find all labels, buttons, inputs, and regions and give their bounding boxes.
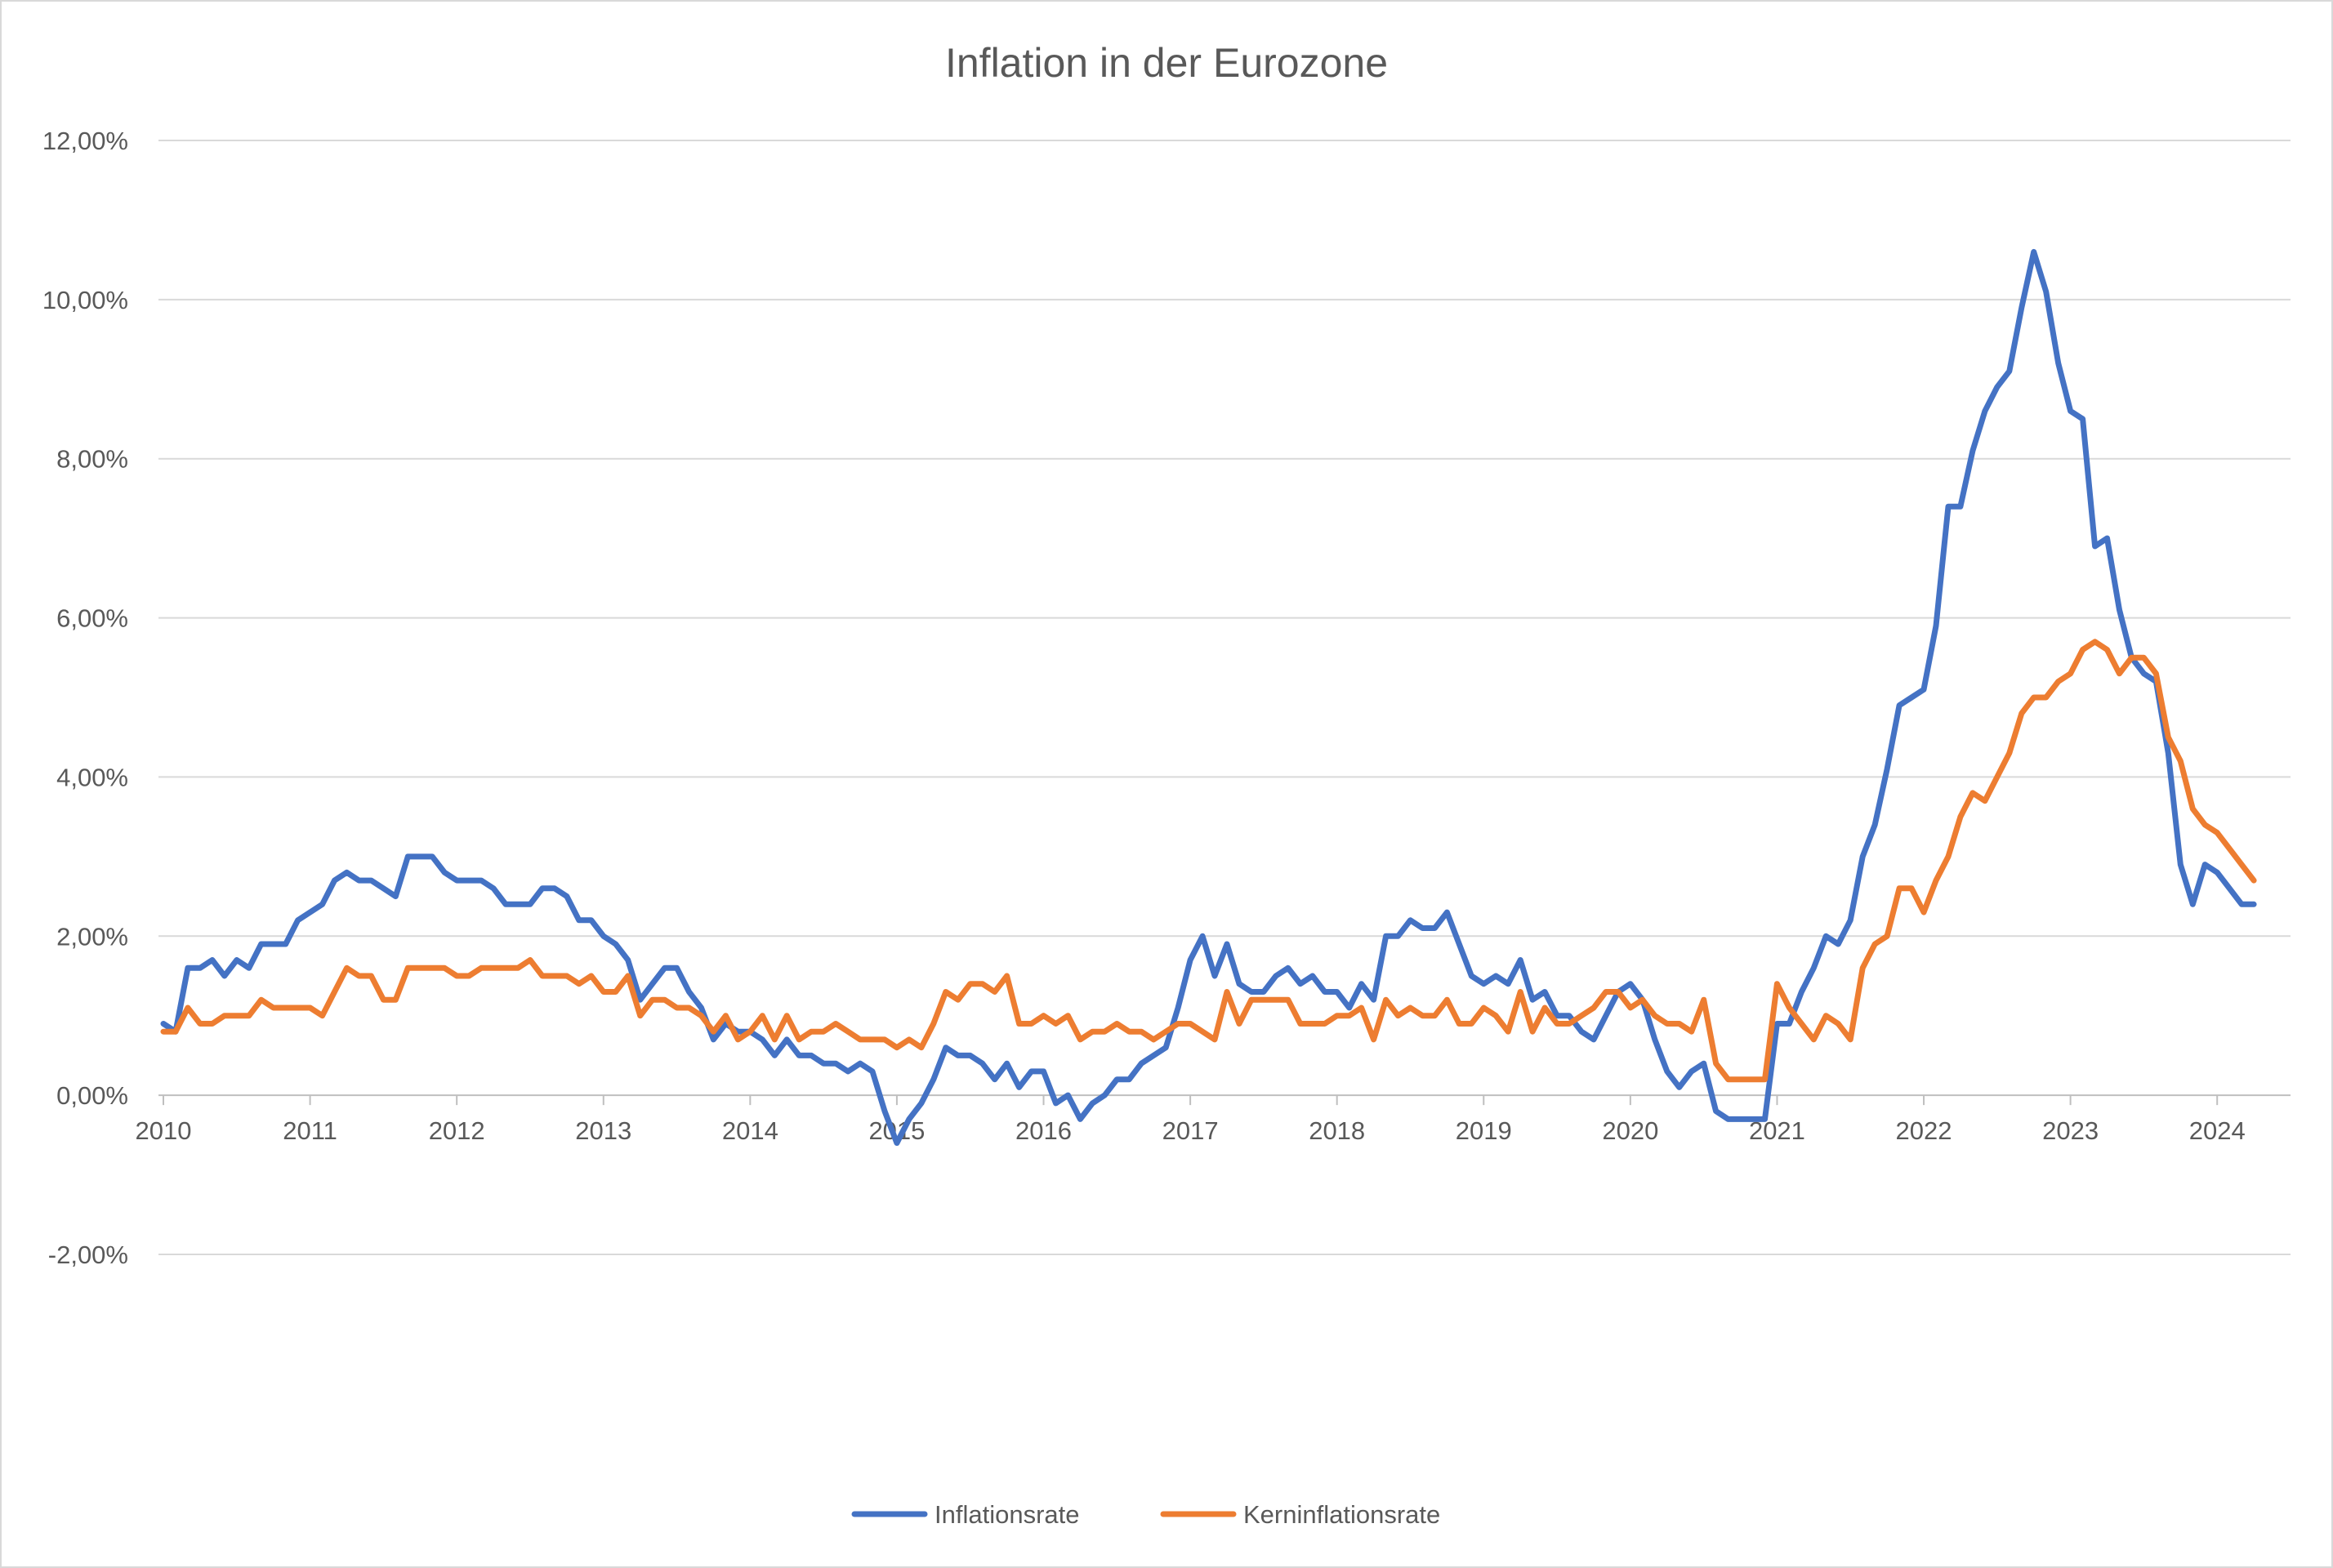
series-line-inflationsrate <box>160 248 2257 1147</box>
y-tick-label: 4,00% <box>56 763 128 791</box>
y-tick-label: 0,00% <box>56 1081 128 1110</box>
y-tick-label: 2,00% <box>56 922 128 951</box>
x-tick-label: 2017 <box>1162 1116 1219 1145</box>
x-tick-label: 2019 <box>1456 1116 1512 1145</box>
x-tick-label: 2023 <box>2042 1116 2099 1145</box>
y-tick-label: 6,00% <box>56 604 128 633</box>
y-axis-tick-labels: -2,00% 0,00% 2,00% 4,00% 6,00% 8,00% 10,00% 12,… <box>42 127 128 1269</box>
y-tick-label: 8,00% <box>56 445 128 474</box>
gridlines <box>158 140 2291 1255</box>
x-tick-label: 2010 <box>136 1116 192 1145</box>
series-lines <box>160 248 2257 1147</box>
y-tick-label: 10,00% <box>42 286 128 314</box>
x-tick-label: 2016 <box>1015 1116 1072 1145</box>
x-axis-tick-labels: 2010 2011 2012 2013 2014 2015 2016 2017 2018 2019… <box>136 1116 2246 1145</box>
x-tick-label: 2022 <box>1896 1116 1952 1145</box>
x-tick-label: 2012 <box>429 1116 485 1145</box>
series-line-kerninflationsrate <box>160 639 2257 1083</box>
y-tick-label: -2,00% <box>48 1241 128 1269</box>
chart-title: Inflation in der Eurozone <box>945 40 1388 86</box>
legend-label: Kerninflationsrate <box>1243 1500 1440 1529</box>
x-tick-label: 2013 <box>575 1116 631 1145</box>
x-tick-label: 2018 <box>1309 1116 1365 1145</box>
x-tick-label: 2014 <box>722 1116 778 1145</box>
x-tick-label: 2020 <box>1602 1116 1658 1145</box>
y-tick-label: 12,00% <box>42 127 128 155</box>
legend: Inflationsrate Kerninflationsrate <box>851 1500 1440 1529</box>
x-tick-label: 2024 <box>2189 1116 2246 1145</box>
legend-label: Inflationsrate <box>935 1500 1080 1529</box>
x-tick-label: 2011 <box>283 1116 337 1145</box>
